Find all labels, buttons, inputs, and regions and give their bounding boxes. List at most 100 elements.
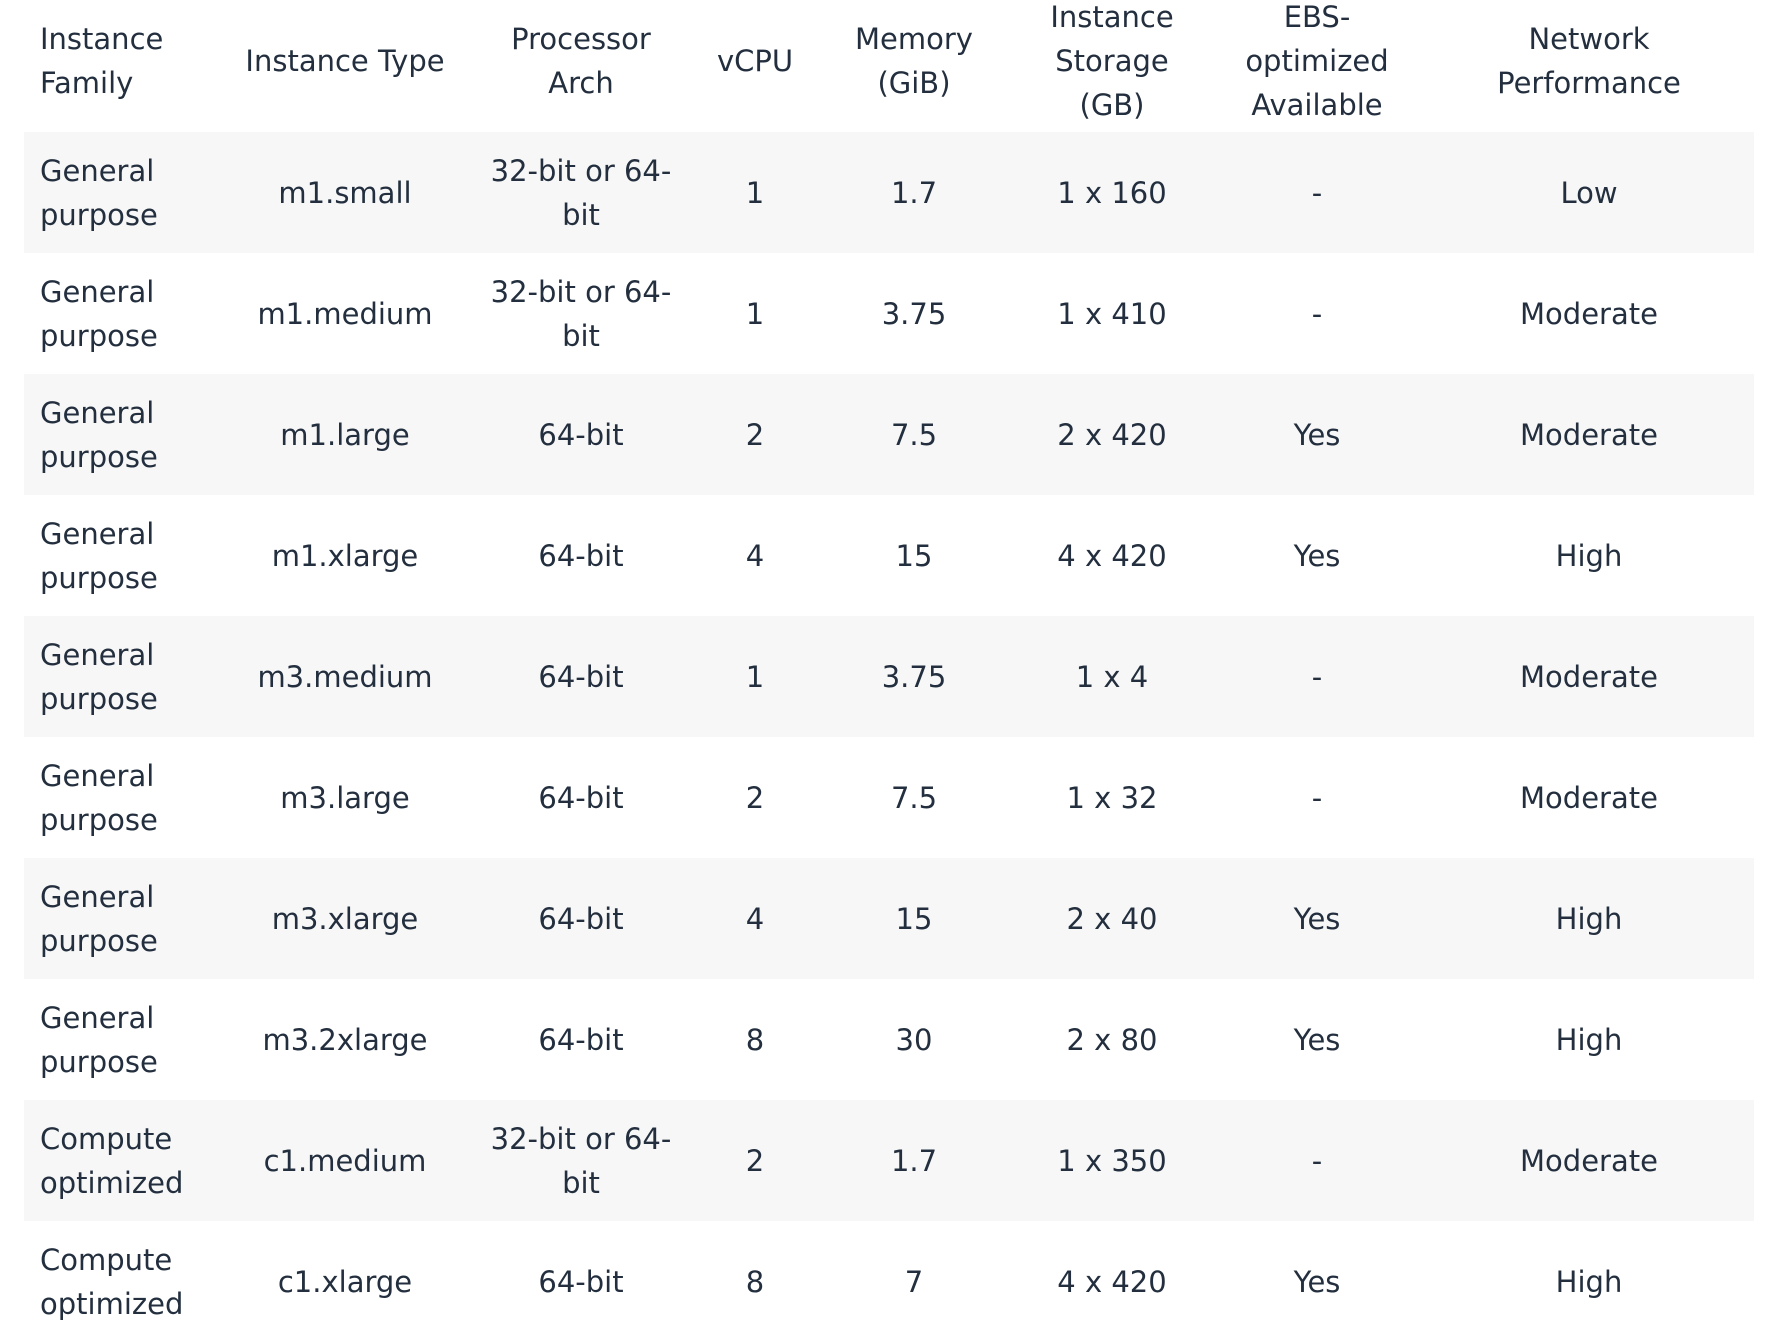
cell-memory: 1.7 [890,1143,938,1178]
cell-processor-arch: 64-bit [538,538,624,573]
cell-instance-type: m1.medium [257,296,433,331]
cell-ebs-optimized: Yes [1293,901,1341,936]
table-body: General purpose m1.small 32-bit or 64-bit 1… [24,132,1754,1342]
cell-instance-family: General purpose [40,516,158,595]
cell-network-performance: Moderate [1520,296,1658,331]
cell-vcpu: 1 [745,659,765,694]
cell-vcpu: 4 [745,538,765,573]
instance-types-table-container: Instance Family Instance Type Processor … [24,0,1754,1342]
table-row: General purpose m1.small 32-bit or 64-bit 1… [24,132,1754,253]
table-row: General purpose m3.2xlarge 64-bit 8 30 2 x 80… [24,979,1754,1100]
cell-vcpu: 1 [745,296,765,331]
cell-instance-storage: 1 x 410 [1057,296,1167,331]
cell-instance-family: Compute optimized [40,1121,184,1200]
header-memory: Memory (GiB) [855,22,973,100]
table-row: General purpose m3.medium 64-bit 1 3.75 1 x 4… [24,616,1754,737]
cell-memory: 3.75 [881,659,947,694]
table-row: General purpose m1.xlarge 64-bit 4 15 4 x 420… [24,495,1754,616]
table-row: General purpose m3.large 64-bit 2 7.5 1 x 32 -… [24,737,1754,858]
cell-instance-type: m3.large [280,780,410,815]
table-header-row: Instance Family Instance Type Processor … [24,0,1754,132]
cell-network-performance: Moderate [1520,659,1658,694]
header-instance-family: Instance Family [40,22,164,100]
cell-processor-arch: 64-bit [538,1022,624,1057]
cell-vcpu: 2 [745,417,765,452]
instance-types-table: Instance Family Instance Type Processor … [24,0,1754,1342]
header-instance-type: Instance Type [245,44,445,78]
cell-instance-storage: 2 x 40 [1066,901,1158,936]
cell-network-performance: High [1555,538,1623,573]
cell-vcpu: 1 [745,175,765,210]
header-ebs-optimized: EBS-optimized Available [1245,0,1389,122]
cell-instance-type: m3.xlarge [271,901,419,936]
table-row: General purpose m1.large 64-bit 2 7.5 2 x 420… [24,374,1754,495]
header-instance-storage: Instance Storage (GB) [1050,0,1174,122]
cell-network-performance: Low [1560,175,1618,210]
cell-instance-storage: 4 x 420 [1057,538,1167,573]
cell-processor-arch: 64-bit [538,417,624,452]
table-row: General purpose m3.xlarge 64-bit 4 15 2 x 40 Y… [24,858,1754,979]
cell-memory: 30 [895,1022,933,1057]
cell-ebs-optimized: - [1311,780,1323,815]
cell-instance-family: General purpose [40,274,158,353]
cell-memory: 1.7 [890,175,938,210]
cell-ebs-optimized: Yes [1293,1022,1341,1057]
cell-instance-type: c1.medium [263,1143,427,1178]
cell-instance-storage: 1 x 350 [1057,1143,1167,1178]
cell-instance-family: Compute optimized [40,1242,184,1321]
cell-vcpu: 8 [745,1022,765,1057]
cell-network-performance: Moderate [1520,1143,1658,1178]
cell-ebs-optimized: Yes [1293,1264,1341,1299]
cell-ebs-optimized: - [1311,296,1323,331]
cell-vcpu: 2 [745,780,765,815]
table-row: Compute optimized c1.xlarge 64-bit 8 7 4 x 42… [24,1221,1754,1342]
header-vcpu: vCPU [716,44,794,78]
header-processor-arch: Processor Arch [511,22,651,100]
cell-instance-type: m3.2xlarge [262,1022,428,1057]
cell-instance-family: General purpose [40,395,158,474]
cell-network-performance: Moderate [1520,780,1658,815]
cell-instance-type: m1.large [280,417,410,452]
cell-instance-family: General purpose [40,758,158,837]
cell-network-performance: High [1555,1264,1623,1299]
cell-instance-type: m3.medium [257,659,433,694]
cell-instance-family: General purpose [40,879,158,958]
cell-processor-arch: 64-bit [538,659,624,694]
cell-processor-arch: 64-bit [538,780,624,815]
cell-processor-arch: 32-bit or 64-bit [490,1121,672,1200]
table-row: Compute optimized c1.medium 32-bit or 64-b… [24,1100,1754,1221]
cell-instance-family: General purpose [40,153,158,232]
cell-instance-storage: 1 x 32 [1066,780,1158,815]
cell-network-performance: High [1555,1022,1623,1057]
cell-ebs-optimized: - [1311,175,1323,210]
cell-vcpu: 8 [745,1264,765,1299]
cell-instance-family: General purpose [40,637,158,716]
cell-instance-storage: 2 x 420 [1057,417,1167,452]
cell-memory: 15 [895,901,933,936]
cell-instance-type: c1.xlarge [277,1264,413,1299]
cell-memory: 7.5 [890,780,938,815]
cell-vcpu: 4 [745,901,765,936]
cell-processor-arch: 32-bit or 64-bit [490,274,672,353]
cell-instance-storage: 1 x 4 [1075,659,1149,694]
cell-instance-storage: 1 x 160 [1057,175,1167,210]
cell-ebs-optimized: Yes [1293,417,1341,452]
cell-ebs-optimized: - [1311,659,1323,694]
cell-memory: 7.5 [890,417,938,452]
cell-processor-arch: 32-bit or 64-bit [490,153,672,232]
cell-instance-type: m1.small [278,175,412,210]
cell-network-performance: Moderate [1520,417,1658,452]
cell-memory: 7 [904,1264,924,1299]
cell-memory: 3.75 [881,296,947,331]
table-row: General purpose m1.medium 32-bit or 64-bit… [24,253,1754,374]
cell-instance-type: m1.xlarge [271,538,419,573]
header-network-performance: Network Performance [1497,22,1681,100]
cell-instance-storage: 4 x 420 [1057,1264,1167,1299]
cell-network-performance: High [1555,901,1623,936]
cell-ebs-optimized: Yes [1293,538,1341,573]
cell-processor-arch: 64-bit [538,1264,624,1299]
cell-vcpu: 2 [745,1143,765,1178]
cell-processor-arch: 64-bit [538,901,624,936]
cell-ebs-optimized: - [1311,1143,1323,1178]
cell-instance-family: General purpose [40,1000,158,1079]
